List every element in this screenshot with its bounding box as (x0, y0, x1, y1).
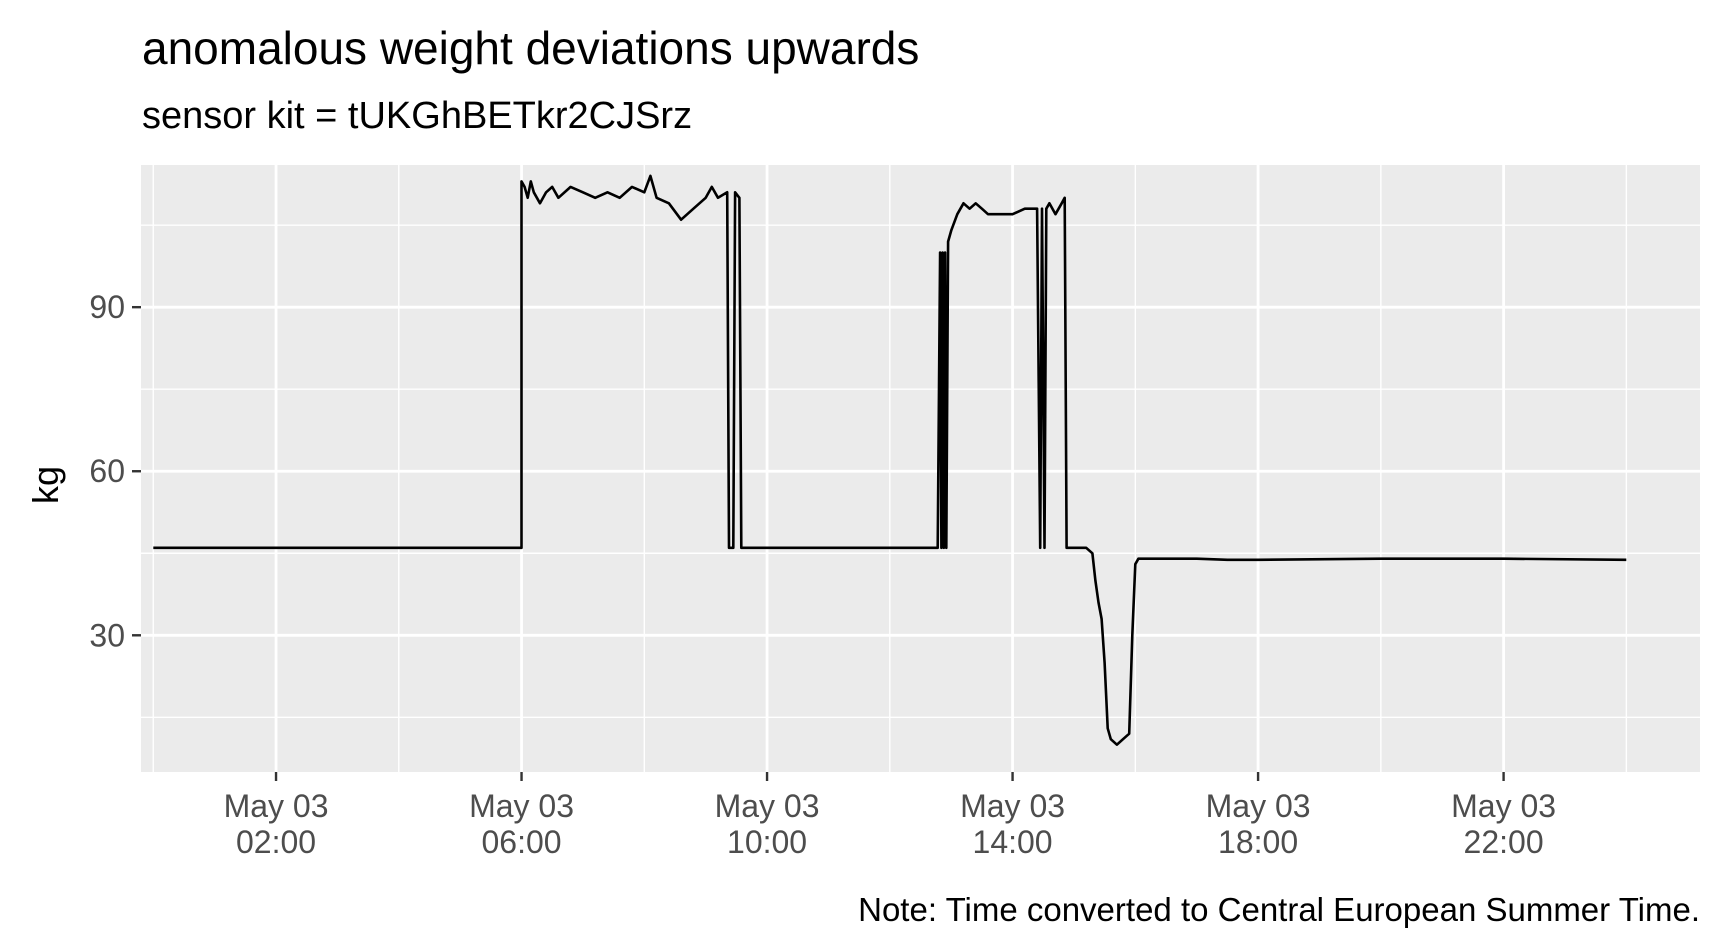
chart-title: anomalous weight deviations upwards (142, 22, 920, 74)
y-axis: 30 60 90 (89, 289, 141, 653)
plot-panel (141, 165, 1700, 772)
y-tick-label: 30 (89, 617, 125, 653)
y-tick-label: 90 (89, 289, 125, 325)
y-axis-title: kg (25, 466, 66, 504)
x-tick-label: May 03 (224, 788, 329, 824)
x-tick-label: 10:00 (727, 824, 807, 860)
x-tick-label: 06:00 (482, 824, 562, 860)
x-tick-label: May 03 (1206, 788, 1311, 824)
x-tick-label: 18:00 (1218, 824, 1298, 860)
chart-caption: Note: Time converted to Central European… (858, 891, 1700, 928)
x-tick-label: 22:00 (1464, 824, 1544, 860)
x-tick-label: May 03 (715, 788, 820, 824)
x-tick-label: May 03 (960, 788, 1065, 824)
x-tick-label: 02:00 (236, 824, 316, 860)
minor-gridlines (141, 165, 1700, 772)
chart-subtitle: sensor kit = tUKGhBETkr2CJSrz (142, 95, 693, 137)
weight-series-line (153, 174, 1627, 746)
x-tick-label: May 03 (1451, 788, 1556, 824)
x-tick-label: 14:00 (973, 824, 1053, 860)
y-tick-label: 60 (89, 453, 125, 489)
x-tick-label: May 03 (469, 788, 574, 824)
